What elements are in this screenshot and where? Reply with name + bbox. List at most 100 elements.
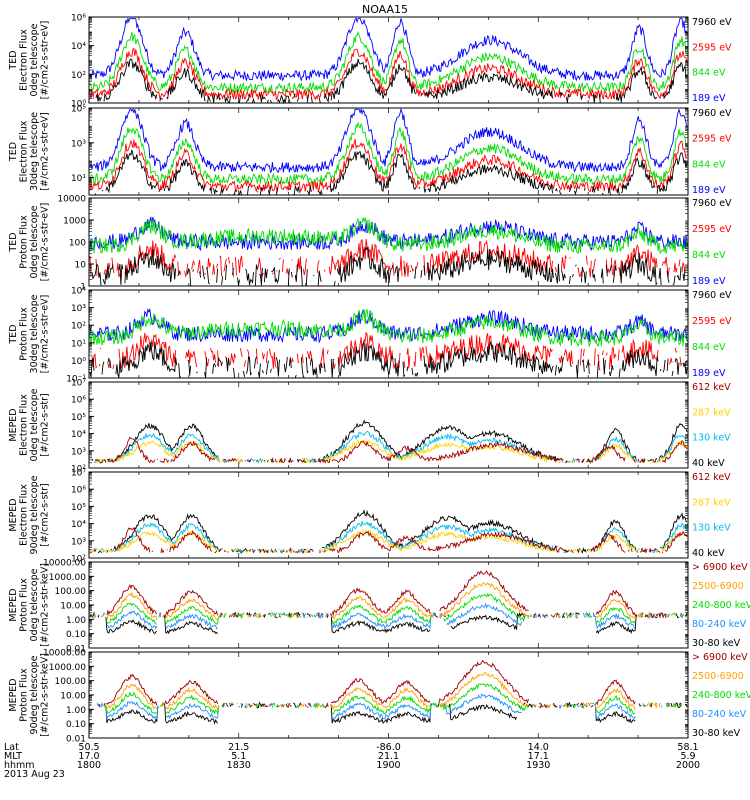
y-tick-label: 1000.00	[49, 663, 86, 673]
y-tick-label: 10⁷	[71, 469, 86, 479]
y-axis-label: TED Proton Flux 0deg telescope [#/cm2-s-str…	[8, 203, 51, 282]
y-axis-label-line: Proton Flux	[19, 578, 30, 632]
footer-tick-label: 21.5	[228, 742, 249, 753]
footer-tick-label: 1930	[526, 760, 550, 771]
y-tick-label: 100.00	[55, 677, 87, 687]
legend-entry: 7960 eV	[692, 17, 732, 28]
y-tick-label: 0.01	[66, 645, 86, 655]
footer-tick-label: 1830	[227, 760, 251, 771]
y-axis-label-line: 0deg telescope	[29, 388, 40, 461]
y-axis-label: MEPED Proton Flux 0deg telescope [#/cm2-s-s…	[8, 563, 51, 647]
panel-4: 10⁻¹ 10⁰ 10¹ 10² 10³ 10⁴ TED Proton Flux 30deg t…	[8, 287, 732, 385]
y-tick-label: 10.00	[60, 692, 86, 702]
y-tick-label: 10⁰	[71, 357, 86, 367]
legend-entry: 2595 eV	[692, 134, 732, 145]
y-axis-label-line: Proton Flux	[19, 668, 30, 722]
y-axis-label-line: TED	[8, 142, 19, 162]
y-axis-label: TED Electron Flux 30deg telescope [#/cm2-s-…	[8, 112, 51, 191]
series-line-612-kev	[91, 436, 688, 464]
y-axis-label-line: [#/cm2-s-str-eV]	[40, 21, 51, 100]
legend-entry: 30-80 keV	[692, 728, 741, 739]
y-tick-label: 100.00	[55, 587, 87, 597]
legend-entry: 40 keV	[692, 458, 725, 469]
y-tick-label: 10⁻¹	[66, 375, 86, 385]
y-tick-label: 10³	[71, 139, 86, 149]
series-line-240-800-kev	[97, 684, 687, 714]
y-tick-label: 100	[69, 239, 86, 249]
y-tick-label: 10⁶	[71, 14, 86, 24]
legend-entry: 612 keV	[692, 472, 731, 483]
panel-3: 1 10 100 1000 10000 TED Proton Flux 0deg telesc…	[8, 195, 732, 293]
y-tick-label: 10000.00	[43, 649, 86, 659]
y-tick-label: 10³	[71, 537, 86, 547]
y-tick-label: 10²	[71, 71, 86, 81]
y-axis-label-line: Electron Flux	[19, 484, 30, 546]
y-tick-label: 10⁵	[71, 503, 86, 513]
legend-entry: 2595 eV	[692, 224, 732, 235]
series-line-189-ev	[89, 107, 688, 174]
y-tick-label: 10⁷	[71, 379, 86, 389]
y-axis-label-line: Electron Flux	[19, 394, 30, 456]
y-axis-label-line: Proton Flux	[19, 215, 30, 269]
series-line-612-kev	[93, 527, 688, 554]
y-axis-label: MEPED Proton Flux 90deg telescope [#/cm2-s-…	[8, 653, 51, 737]
y-tick-label: 10³	[71, 447, 86, 457]
y-tick-label: 10.00	[60, 602, 86, 612]
legend-entry: 40 keV	[692, 548, 725, 559]
series-line-844-ev	[89, 216, 688, 255]
panel-2: 10¹ 10³ 10⁵ TED Electron Flux 30deg telescope…	[8, 105, 732, 197]
y-axis-label-line: Electron Flux	[19, 120, 30, 182]
y-axis-label-line: [#/cm2-s-str-eV]	[40, 295, 51, 374]
y-tick-label: 0.10	[66, 720, 86, 730]
legend-entry: 844 eV	[692, 68, 726, 79]
series-line-2500-6900	[92, 582, 688, 621]
y-tick-label: 10⁶	[71, 486, 86, 496]
legend-entry: 130 keV	[692, 433, 731, 444]
y-axis-label: MEPED Electron Flux 90deg telescope [#/cm2-…	[8, 475, 51, 554]
legend-entry: 240-800 keV	[692, 600, 750, 611]
panel-5: 10² 10³ 10⁴ 10⁵ 10⁶ 10⁷ MEPED Electron Flux 0deg…	[8, 379, 731, 475]
legend-entry: 287 keV	[692, 497, 731, 508]
footer-tick-label: 14.0	[528, 742, 549, 753]
y-tick-label: 1.00	[66, 616, 86, 626]
y-tick-label: 1000.00	[49, 573, 86, 583]
y-axis-label: TED Proton Flux 30deg telescope [#/cm2-s-st…	[8, 294, 51, 373]
legend-entry: 189 eV	[692, 276, 726, 287]
legend-entry: 7960 eV	[692, 290, 732, 301]
legend-entry: 189 eV	[692, 185, 726, 196]
y-axis-label-line: MEPED	[8, 588, 19, 621]
footer-tick-label: 1900	[376, 760, 400, 771]
y-tick-label: 10¹	[71, 339, 86, 349]
y-tick-label: 0.01	[66, 735, 86, 745]
footer-row-label: MLT	[4, 751, 22, 762]
legend-entry: 844 eV	[692, 159, 726, 170]
legend-entry: 612 keV	[692, 382, 731, 393]
series-line-189-ev	[89, 17, 688, 82]
footer-tick-label: 58.1	[677, 742, 698, 753]
series-line-7960-ev	[92, 58, 688, 105]
y-axis-label-line: [#/cm2-s-str-keV]	[40, 563, 51, 647]
panel-1: 10⁰ 10² 10⁴ 10⁶ TED Electron Flux 0deg telesco…	[8, 14, 732, 110]
y-tick-label: 10³	[71, 304, 86, 314]
footer-tick-label: 17.0	[78, 751, 99, 762]
y-axis-label-line: [#/cm2-s-str-keV]	[40, 653, 51, 737]
footer-tick-label: 17.1	[528, 751, 549, 762]
y-tick-label: 10000	[57, 195, 86, 205]
legend-entry: 844 eV	[692, 342, 726, 353]
y-axis-label-line: MEPED	[8, 408, 19, 441]
legend-entry: 240-800 keV	[692, 690, 750, 701]
legend-entry: > 6900 keV	[692, 652, 748, 663]
legend-entry: 2595 eV	[692, 316, 732, 327]
legend-entry: 7960 eV	[692, 198, 732, 209]
y-axis-label-line: [#/cm2-s-str-eV]	[40, 112, 51, 191]
y-axis-label-line: 30deg telescope	[29, 112, 40, 191]
y-tick-label: 10⁴	[71, 430, 86, 440]
footer-tick-label: 5.9	[680, 751, 695, 762]
series-line--6900-kev	[107, 571, 685, 618]
y-axis-label: TED Electron Flux 0deg telescope [#/cm2-s-s…	[8, 21, 51, 100]
y-tick-label: 10²	[71, 322, 86, 332]
y-tick-label: 1.00	[66, 706, 86, 716]
series-line-287-kev	[89, 528, 688, 554]
footer-tick-label: 50.5	[78, 742, 99, 753]
